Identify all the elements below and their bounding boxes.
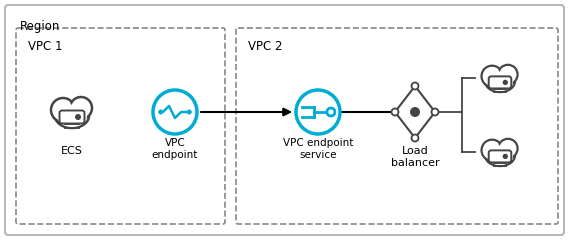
Circle shape — [392, 108, 399, 115]
Ellipse shape — [53, 100, 73, 120]
Circle shape — [481, 140, 502, 161]
FancyBboxPatch shape — [59, 111, 85, 123]
Circle shape — [498, 139, 517, 158]
Circle shape — [498, 65, 517, 84]
Ellipse shape — [500, 141, 516, 156]
Text: Load
balancer: Load balancer — [391, 146, 439, 168]
Circle shape — [481, 66, 502, 87]
Circle shape — [153, 90, 197, 134]
Circle shape — [412, 135, 419, 142]
Ellipse shape — [485, 145, 515, 166]
Ellipse shape — [487, 146, 513, 165]
Circle shape — [51, 98, 75, 122]
FancyBboxPatch shape — [236, 28, 558, 224]
FancyBboxPatch shape — [16, 28, 225, 224]
Text: VPC 1: VPC 1 — [28, 40, 62, 53]
Text: ECS: ECS — [61, 146, 83, 156]
Polygon shape — [395, 86, 435, 138]
FancyBboxPatch shape — [489, 76, 511, 88]
Ellipse shape — [483, 141, 501, 159]
Ellipse shape — [55, 104, 89, 128]
Ellipse shape — [483, 68, 501, 85]
Ellipse shape — [72, 99, 90, 117]
Ellipse shape — [485, 71, 515, 92]
Circle shape — [187, 109, 192, 114]
Circle shape — [410, 107, 420, 117]
Text: VPC endpoint
service: VPC endpoint service — [283, 138, 353, 160]
Circle shape — [502, 80, 508, 85]
Circle shape — [75, 114, 81, 120]
Ellipse shape — [487, 72, 513, 91]
Circle shape — [432, 108, 439, 115]
Text: VPC
endpoint: VPC endpoint — [152, 138, 198, 160]
Circle shape — [296, 90, 340, 134]
Circle shape — [502, 154, 508, 159]
FancyBboxPatch shape — [5, 5, 564, 235]
Circle shape — [412, 83, 419, 90]
Circle shape — [327, 108, 335, 116]
Text: VPC 2: VPC 2 — [248, 40, 283, 53]
Text: Region: Region — [20, 20, 61, 33]
Circle shape — [158, 109, 163, 114]
Ellipse shape — [500, 67, 516, 82]
Ellipse shape — [57, 105, 87, 127]
Circle shape — [70, 97, 92, 119]
FancyBboxPatch shape — [489, 150, 511, 162]
